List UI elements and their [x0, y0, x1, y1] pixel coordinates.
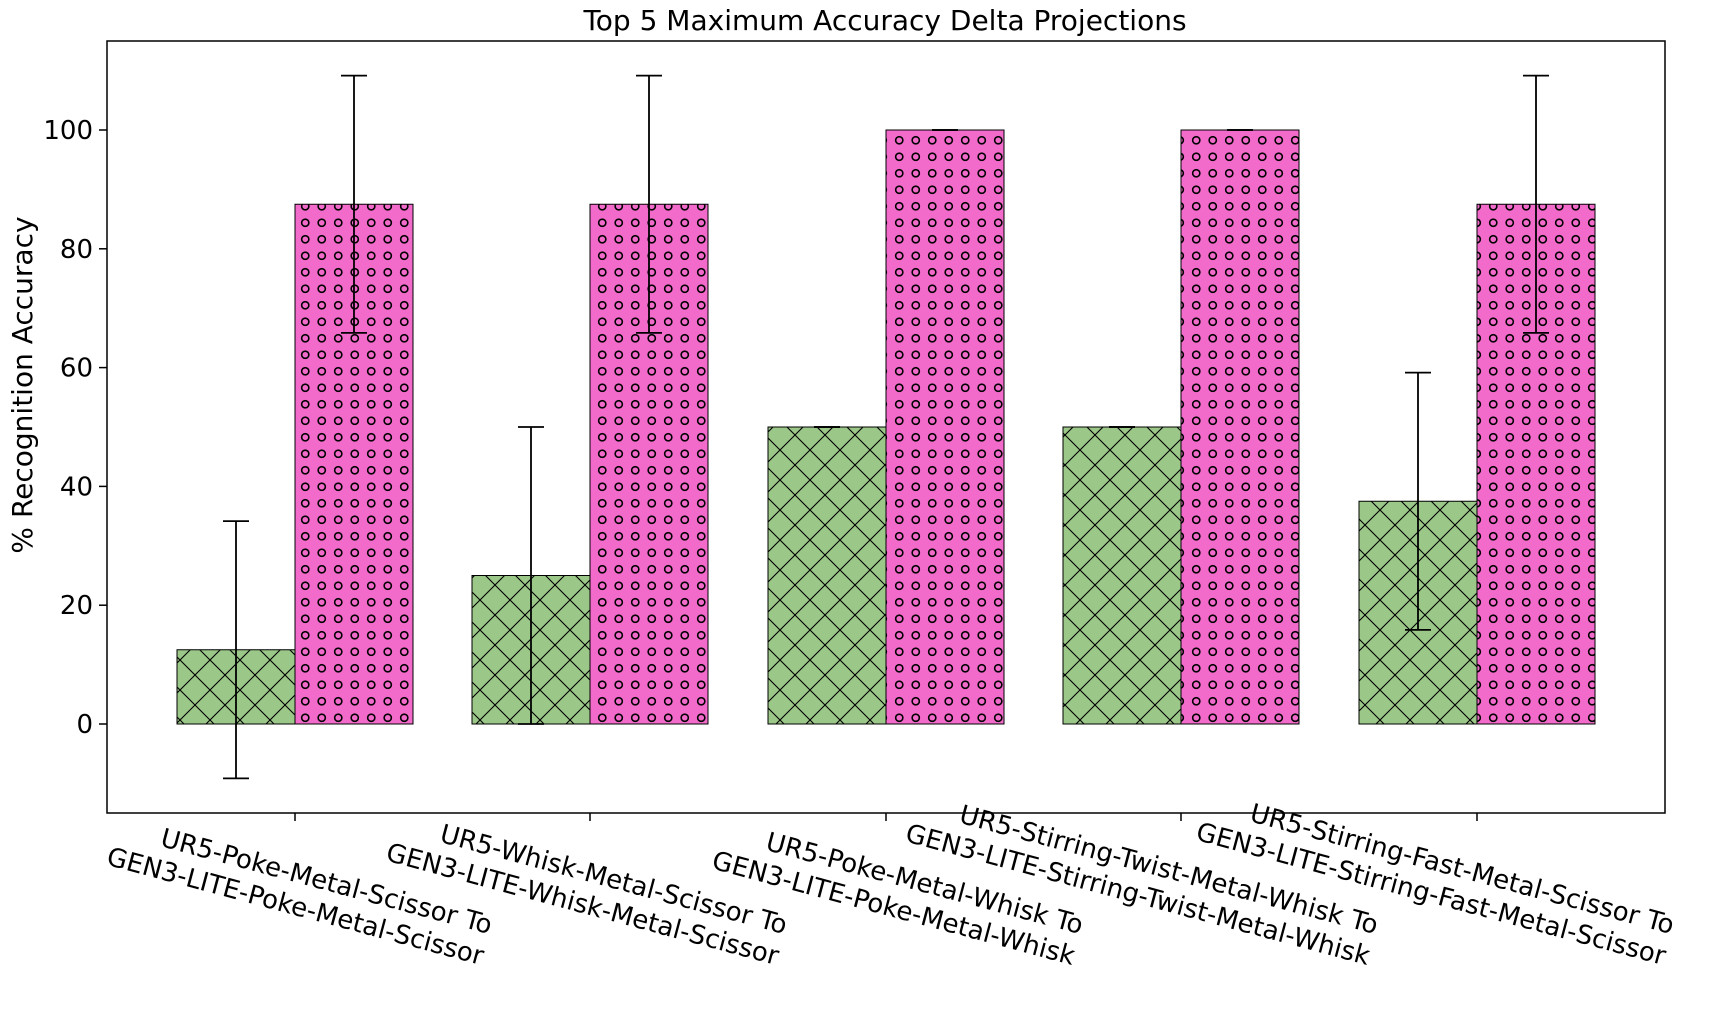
bar-hatch-series2-3 [885, 129, 1005, 725]
y-tick-label-40: 40 [60, 472, 93, 502]
x-axis: UR5-Poke-Metal-Scissor ToGEN3-LITE-Poke-… [104, 799, 1678, 972]
bars-layer [176, 129, 1596, 725]
errorbar-series2-5 [1523, 74, 1549, 334]
errorbar-series2-1 [341, 74, 367, 334]
bar-hatch-series2-4 [1180, 129, 1300, 725]
errorbar-series1-2 [518, 426, 544, 725]
chart-title: Top 5 Maximum Accuracy Delta Projections [582, 4, 1186, 37]
y-tick-label-0: 0 [76, 710, 93, 740]
bar-hatch-series1-4 [1062, 426, 1182, 725]
y-tick-label-100: 100 [43, 116, 93, 146]
y-axis: 0 20 40 60 80 100 [43, 116, 107, 740]
errorbars-layer [223, 74, 1549, 780]
bar-hatch-series1-3 [767, 426, 887, 725]
errorbar-series1-1 [223, 520, 249, 780]
y-tick-label-80: 80 [60, 235, 93, 265]
y-tick-label-60: 60 [60, 354, 93, 384]
errorbar-series1-5 [1405, 371, 1431, 631]
y-axis-label: % Recognition Accuracy [6, 216, 39, 553]
errorbar-series2-2 [636, 74, 662, 334]
x-tick-label-1: UR5-Poke-Metal-Scissor ToGEN3-LITE-Poke-… [104, 811, 496, 972]
y-tick-label-20: 20 [60, 591, 93, 621]
